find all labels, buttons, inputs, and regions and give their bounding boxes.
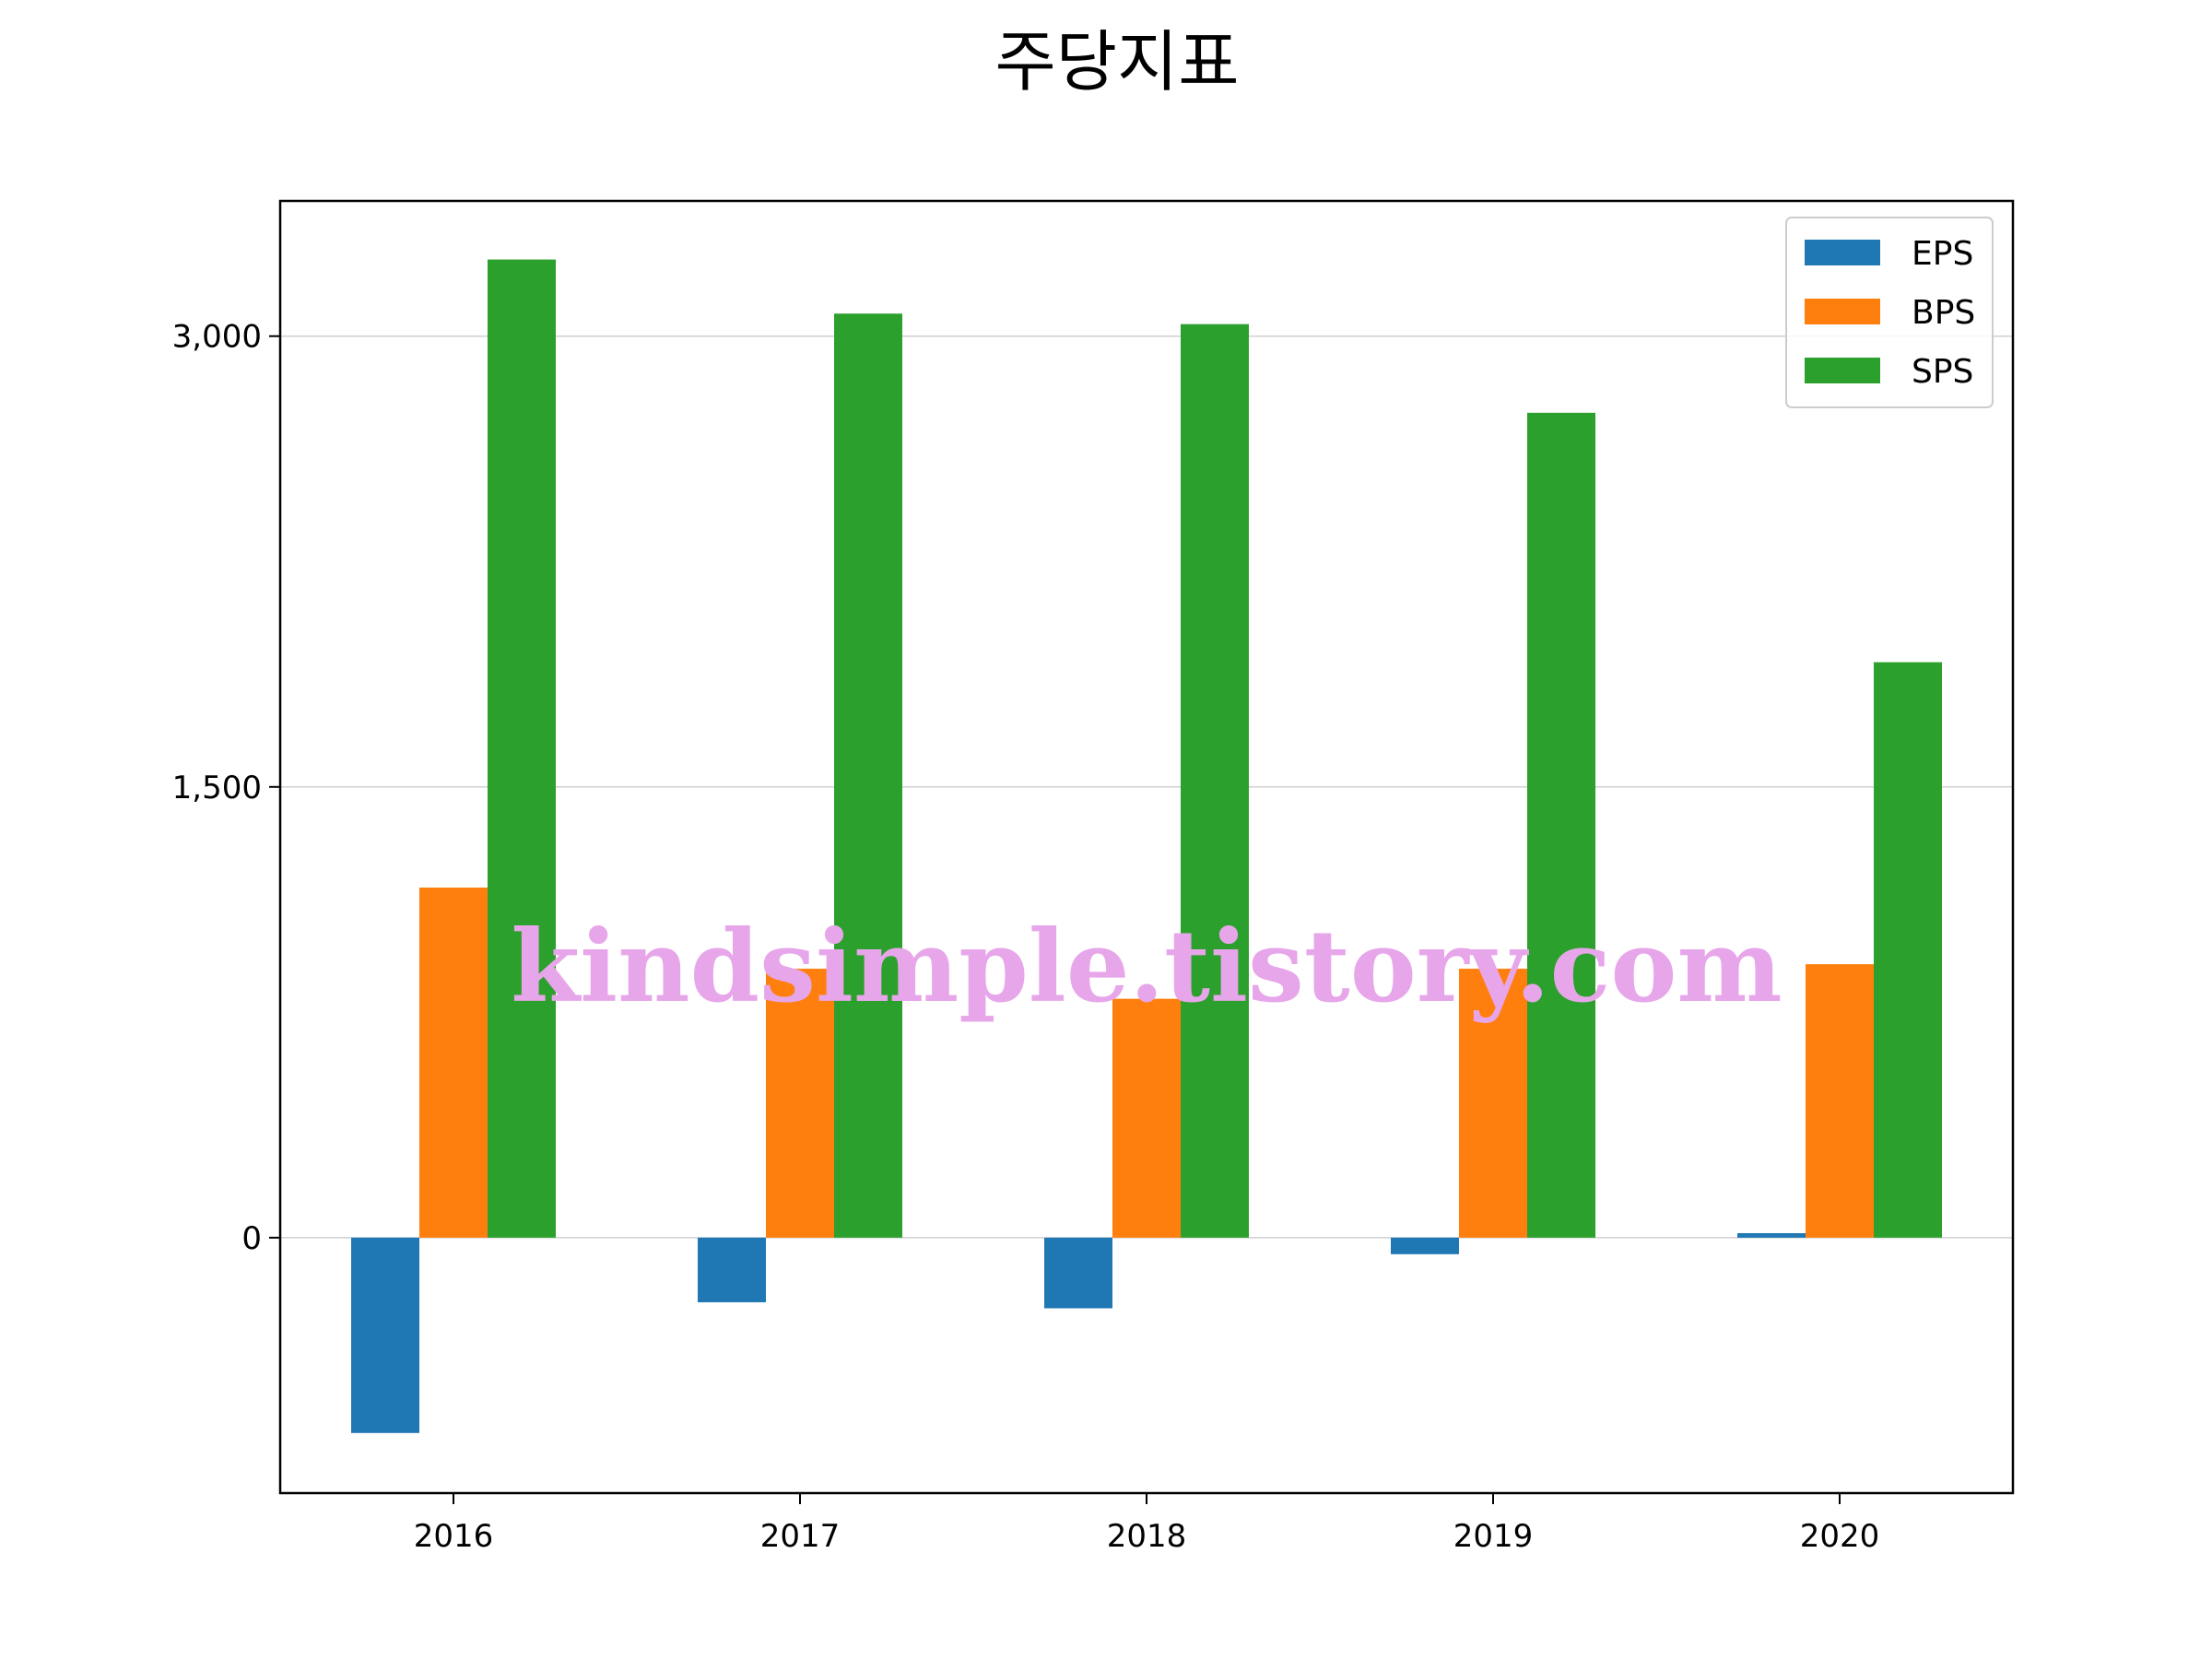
bar-sps-2018 [1181, 324, 1249, 1238]
bar-eps-2020 [1737, 1232, 1806, 1238]
legend-swatch-bps [1805, 299, 1880, 324]
y-tick-label: 3,000 [172, 319, 262, 356]
bar-eps-2018 [1044, 1237, 1112, 1309]
legend-label-eps: EPS [1912, 235, 1973, 273]
y-axis: 0 1,500 3,000 [172, 319, 280, 1257]
bar-sps-2017 [834, 313, 902, 1238]
bar-sps-2016 [488, 259, 556, 1238]
legend: EPS BPS SPS [1785, 217, 1994, 408]
x-tick-label: 2019 [1453, 1518, 1534, 1555]
bar-eps-2016 [351, 1237, 419, 1433]
y-tick-label: 1,500 [172, 770, 262, 806]
x-axis: 2016 2017 2018 2019 2020 [414, 1493, 1880, 1555]
bar-bps-2016 [419, 888, 488, 1238]
plot-area: 0 1,500 3,000 2016 2017 2018 2019 2020 [172, 199, 2015, 1555]
legend-swatch-sps [1805, 358, 1880, 383]
x-tick-label: 2020 [1800, 1518, 1880, 1555]
bar-bps-2019 [1459, 969, 1527, 1238]
x-tick-label: 2018 [1107, 1518, 1187, 1555]
bar-bps-2017 [766, 969, 834, 1238]
bar-eps-2019 [1391, 1237, 1459, 1254]
bar-bps-2020 [1806, 964, 1874, 1238]
plot-background [280, 201, 2013, 1493]
bar-sps-2019 [1527, 412, 1595, 1238]
legend-label-sps: SPS [1912, 353, 1973, 391]
x-tick-label: 2017 [760, 1518, 841, 1555]
watermark: kindsimple.tistory.com [511, 909, 1782, 1025]
bar-eps-2017 [698, 1237, 766, 1302]
bar-bps-2018 [1112, 998, 1181, 1238]
y-tick-label: 0 [241, 1220, 262, 1257]
legend-swatch-eps [1805, 240, 1880, 265]
bars [351, 259, 1942, 1433]
x-tick-label: 2016 [414, 1518, 494, 1555]
chart-title: 주당지표 [995, 23, 1240, 100]
bar-sps-2020 [1874, 662, 1942, 1238]
grid [280, 335, 2013, 1239]
legend-label-bps: BPS [1912, 294, 1975, 332]
